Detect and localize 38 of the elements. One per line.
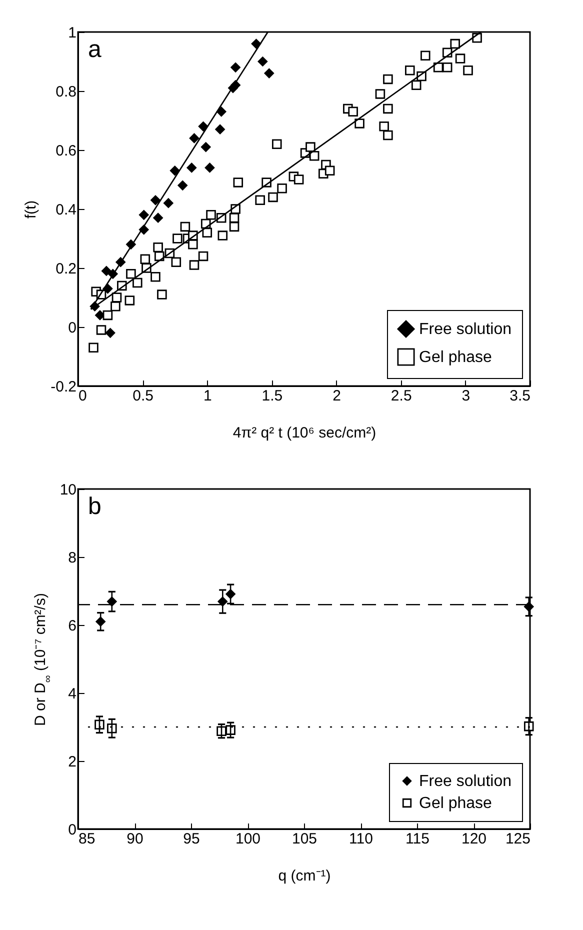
x-tick-label: 125 [505,830,530,848]
x-tick-label: 3 [462,388,470,404]
x-tick-label: 90 [126,830,144,848]
x-tick-label: 100 [235,830,261,848]
y-tick-label: 0.8 [56,84,76,100]
x-tick-label: 0.5 [132,388,154,404]
legend-label: Free solution [419,773,512,790]
y-tick-label: -0.2 [50,378,76,396]
y-tick-label: 8 [68,550,76,566]
x-tick-label: 105 [292,830,318,848]
x-tick-label: 110 [349,830,373,848]
y-tick-label: 2 [68,754,76,770]
x-tick-label: 1.5 [262,388,283,404]
x-tick-label: 115 [406,830,430,848]
x-tick-label: 0 [78,388,87,404]
x-tick-label: 2 [332,388,341,404]
y-tick-label: 10 [60,482,76,498]
legend-label: Free solution [419,321,512,338]
annotation: a [88,36,102,63]
annotation: b [88,493,102,520]
x-tick-label: 120 [461,830,487,848]
x-axis-title: q (cm⁻¹) [278,868,331,884]
y-tick-label: 0.4 [56,202,76,218]
y-tick-label: 6 [68,618,76,634]
x-tick-label: 95 [183,830,200,848]
legend-label: Gel phase [419,795,492,812]
x-tick-label: 85 [78,830,96,848]
x-tick-label: 1 [203,388,212,404]
y-tick-label: 0 [68,320,76,336]
y-tick-label: 4 [68,686,76,702]
y-axis-title: f(t) [22,200,40,219]
x-tick-label: 3.5 [510,388,530,404]
y-tick-label: 1 [68,24,76,42]
y-tick-label: 0.2 [56,260,76,278]
y-tick-label: 0.6 [56,142,76,160]
x-tick-label: 2.5 [390,388,412,404]
legend-label: Gel phase [419,349,492,366]
x-axis-title: 4π² q² t (10⁶ sec/cm²) [232,424,376,442]
